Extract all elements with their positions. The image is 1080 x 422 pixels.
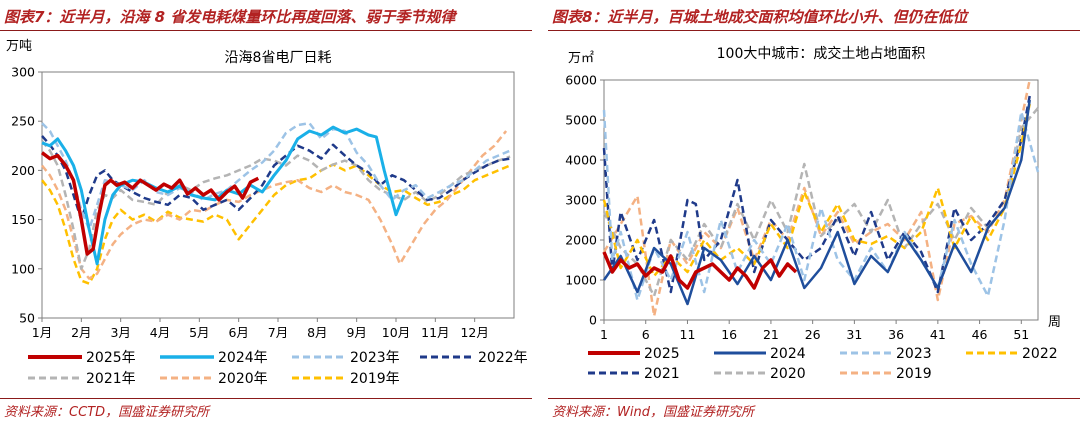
chart-title: 100大中城市：成交土地占地面积 — [717, 45, 926, 62]
y-tick-label: 300 — [11, 65, 35, 80]
legend-label: 2025年 — [86, 350, 136, 366]
chart-coastal-power-coal: 沿海8省电厂日耗 万吨 50 100 150 200 250 300 1月 2月 3月 4月 5月 6月 7… — [6, 39, 528, 387]
y-tick-label: 4000 — [565, 153, 597, 168]
x-tick-label: 9月 — [346, 325, 366, 340]
x-tick-label: 12月 — [460, 325, 488, 340]
legend-label: 2019年 — [350, 371, 400, 387]
figure-title-right: 图表8：近半月，百城土地成交面积均值环比小升、但仍在低位 — [552, 8, 968, 26]
legend-label: 2021 — [644, 366, 680, 382]
source-right: 资料来源：Wind，国盛证券研究所 — [552, 405, 754, 420]
x-tick-label: 4月 — [150, 325, 170, 340]
x-tick-label: 10月 — [382, 325, 410, 340]
x-tick-label: 21 — [763, 327, 779, 342]
legend-label: 2020年 — [218, 371, 268, 387]
x-tick-label: 6月 — [228, 325, 248, 340]
x-tick-label: 5月 — [189, 325, 209, 340]
source-rule-left — [0, 398, 532, 399]
figure-title-left: 图表7：近半月，沿海 8 省发电耗煤量环比再度回落、弱于季节规律 — [4, 8, 456, 26]
legend-label: 2021年 — [86, 371, 136, 387]
y-tick-label: 2000 — [565, 233, 597, 248]
x-tick-label: 16 — [721, 327, 737, 342]
y-tick-label: 100 — [11, 261, 35, 276]
y-tick-label: 1000 — [565, 273, 597, 288]
y-tick-label: 0 — [589, 313, 597, 328]
x-tick-label: 7月 — [268, 325, 288, 340]
series-line-2019年 — [41, 163, 511, 285]
y-tick-label: 6000 — [565, 73, 597, 88]
series-line-2020 — [602, 107, 1039, 298]
x-tick-label: 2月 — [71, 325, 91, 340]
x-tick-label: 46 — [972, 327, 988, 342]
legend-label: 2020 — [770, 366, 806, 382]
x-tick-label: 1 — [600, 327, 608, 342]
title-rule-right — [548, 30, 1080, 31]
legend-label: 2022年 — [478, 350, 528, 366]
y-axis-label: 万吨 — [6, 39, 32, 54]
source-rule-right — [548, 398, 1080, 399]
x-tick-label: 36 — [888, 327, 904, 342]
legend-label: 2024 — [770, 346, 806, 362]
y-axis-label: 万㎡ — [568, 51, 594, 66]
x-tick-label: 3月 — [110, 325, 130, 340]
x-tick-label: 8月 — [307, 325, 327, 340]
x-tick-label: 1月 — [32, 325, 52, 340]
x-tick-label: 41 — [930, 327, 946, 342]
series-line-2021年 — [41, 140, 511, 271]
y-tick-label: 150 — [11, 212, 35, 227]
series-line-2020年 — [41, 130, 508, 280]
legend-label: 2023 — [896, 346, 932, 362]
series-line-2025 — [602, 251, 798, 290]
series-line-2022 — [602, 103, 1031, 278]
legend-label: 2024年 — [218, 350, 268, 366]
x-tick-label: 11月 — [421, 325, 449, 340]
legend-label: 2025 — [644, 346, 680, 362]
y-tick-label: 200 — [11, 163, 35, 178]
source-left: 资料来源：CCTD，国盛证券研究所 — [4, 405, 210, 420]
legend-label: 2022 — [1022, 346, 1058, 362]
y-tick-label: 3000 — [565, 193, 597, 208]
series-line-2025年 — [40, 151, 260, 256]
x-tick-label: 11 — [680, 327, 696, 342]
series-line-2023 — [602, 109, 1040, 302]
panel-left: 图表7：近半月，沿海 8 省发电耗煤量环比再度回落、弱于季节规律 沿海8省电厂日… — [0, 0, 532, 422]
y-tick-label: 5000 — [565, 113, 597, 128]
chart-title: 沿海8省电厂日耗 — [225, 50, 332, 66]
series-line-2023年 — [41, 121, 511, 231]
panel-right: 图表8：近半月，百城土地成交面积均值环比小升、但仍在低位 100大中城市：成交土… — [548, 0, 1080, 422]
legend-label: 2019 — [896, 366, 932, 382]
x-tick-label: 6 — [642, 327, 650, 342]
title-rule-left — [0, 30, 532, 31]
series-line-2024年 — [41, 125, 406, 266]
series-line-2022年 — [41, 135, 511, 221]
legend-label: 2023年 — [350, 350, 400, 366]
x-tick-label: 26 — [805, 327, 821, 342]
x-axis-label: 周 — [1048, 315, 1061, 330]
x-tick-label: 51 — [1013, 327, 1029, 342]
y-tick-label: 50 — [19, 311, 35, 326]
x-tick-label: 31 — [846, 327, 862, 342]
y-tick-label: 250 — [11, 114, 35, 129]
